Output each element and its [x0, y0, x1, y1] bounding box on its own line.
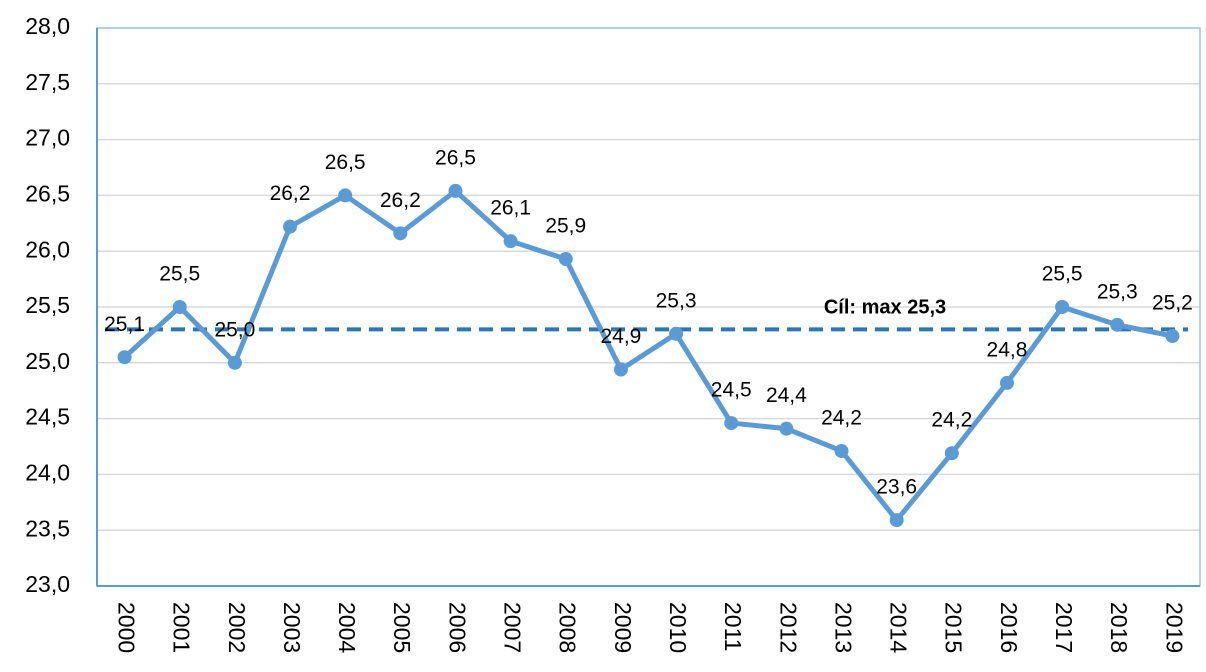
data-label: 25,3	[656, 289, 697, 312]
data-point	[999, 375, 1014, 390]
data-label: 25,9	[545, 215, 586, 238]
data-label: 26,1	[490, 197, 531, 220]
x-tick-label: 2005	[389, 602, 415, 653]
y-tick-label: 27,0	[25, 125, 70, 151]
data-point	[613, 362, 628, 377]
x-tick-label: 2007	[500, 602, 526, 653]
data-point	[558, 252, 573, 267]
data-label: 25,2	[1152, 292, 1193, 315]
y-tick-label: 24,5	[25, 404, 70, 430]
y-tick-label: 28,0	[25, 13, 70, 39]
data-label: 24,2	[821, 407, 862, 430]
data-label: 24,8	[987, 338, 1028, 361]
data-point	[834, 443, 849, 458]
data-label: 25,0	[214, 318, 255, 341]
data-label: 26,2	[270, 182, 311, 205]
x-tick-label: 2004	[334, 602, 360, 653]
data-label: 25,5	[159, 263, 200, 286]
data-point	[283, 219, 298, 234]
data-label: 24,4	[766, 384, 807, 407]
data-label: 26,5	[325, 151, 366, 174]
data-point	[944, 446, 959, 461]
x-tick-label: 2015	[941, 602, 967, 653]
data-point	[227, 355, 242, 370]
data-line	[122, 188, 1173, 523]
data-label: 23,6	[876, 476, 917, 499]
x-tick-label: 2002	[224, 602, 250, 653]
y-tick-label: 23,5	[25, 515, 70, 541]
x-tick-label: 2018	[1106, 602, 1132, 653]
data-point	[889, 513, 904, 528]
data-point	[503, 234, 518, 249]
data-label: 24,9	[600, 325, 641, 348]
data-point	[724, 416, 739, 431]
data-label: 25,3	[1097, 280, 1138, 303]
y-tick-label: 26,0	[25, 236, 70, 262]
x-tick-label: 2011	[720, 602, 746, 651]
x-tick-label: 2001	[169, 602, 195, 653]
x-tick-label: 2009	[610, 602, 636, 653]
x-tick-label: 2013	[830, 602, 856, 653]
x-tick-label: 2010	[665, 602, 691, 653]
data-label: 24,5	[711, 379, 752, 402]
x-tick-label: 2017	[1051, 602, 1077, 653]
x-tick-label: 2019	[1161, 602, 1187, 653]
data-point	[448, 183, 463, 198]
data-label: 26,5	[435, 146, 476, 169]
x-tick-label: 2008	[555, 602, 581, 653]
data-point	[669, 326, 684, 341]
y-tick-label: 24,0	[25, 459, 70, 485]
x-tick-label: 2016	[996, 602, 1022, 653]
data-point	[117, 350, 132, 365]
data-point	[172, 300, 187, 314]
data-label: 26,2	[380, 189, 421, 212]
data-label: 25,5	[1042, 263, 1083, 286]
data-label: 24,2	[931, 409, 972, 432]
target-label: Cíl: max 25,3	[824, 297, 946, 319]
data-point	[779, 421, 794, 436]
data-point	[1165, 329, 1180, 344]
data-point	[393, 226, 408, 241]
x-tick-label: 2000	[113, 602, 139, 653]
y-tick-label: 27,5	[25, 69, 70, 95]
x-tick-label: 2006	[444, 602, 470, 653]
y-tick-label: 25,0	[25, 348, 70, 374]
x-tick-label: 2003	[279, 602, 305, 653]
y-tick-label: 25,5	[25, 292, 70, 318]
data-point	[1055, 300, 1070, 314]
x-tick-label: 2014	[886, 602, 912, 653]
y-tick-label: 23,0	[25, 571, 70, 597]
y-tick-label: 26,5	[25, 180, 70, 206]
data-label: 25,1	[104, 313, 145, 336]
data-point	[1110, 317, 1125, 332]
x-tick-label: 2012	[775, 602, 801, 653]
data-point	[338, 188, 353, 203]
